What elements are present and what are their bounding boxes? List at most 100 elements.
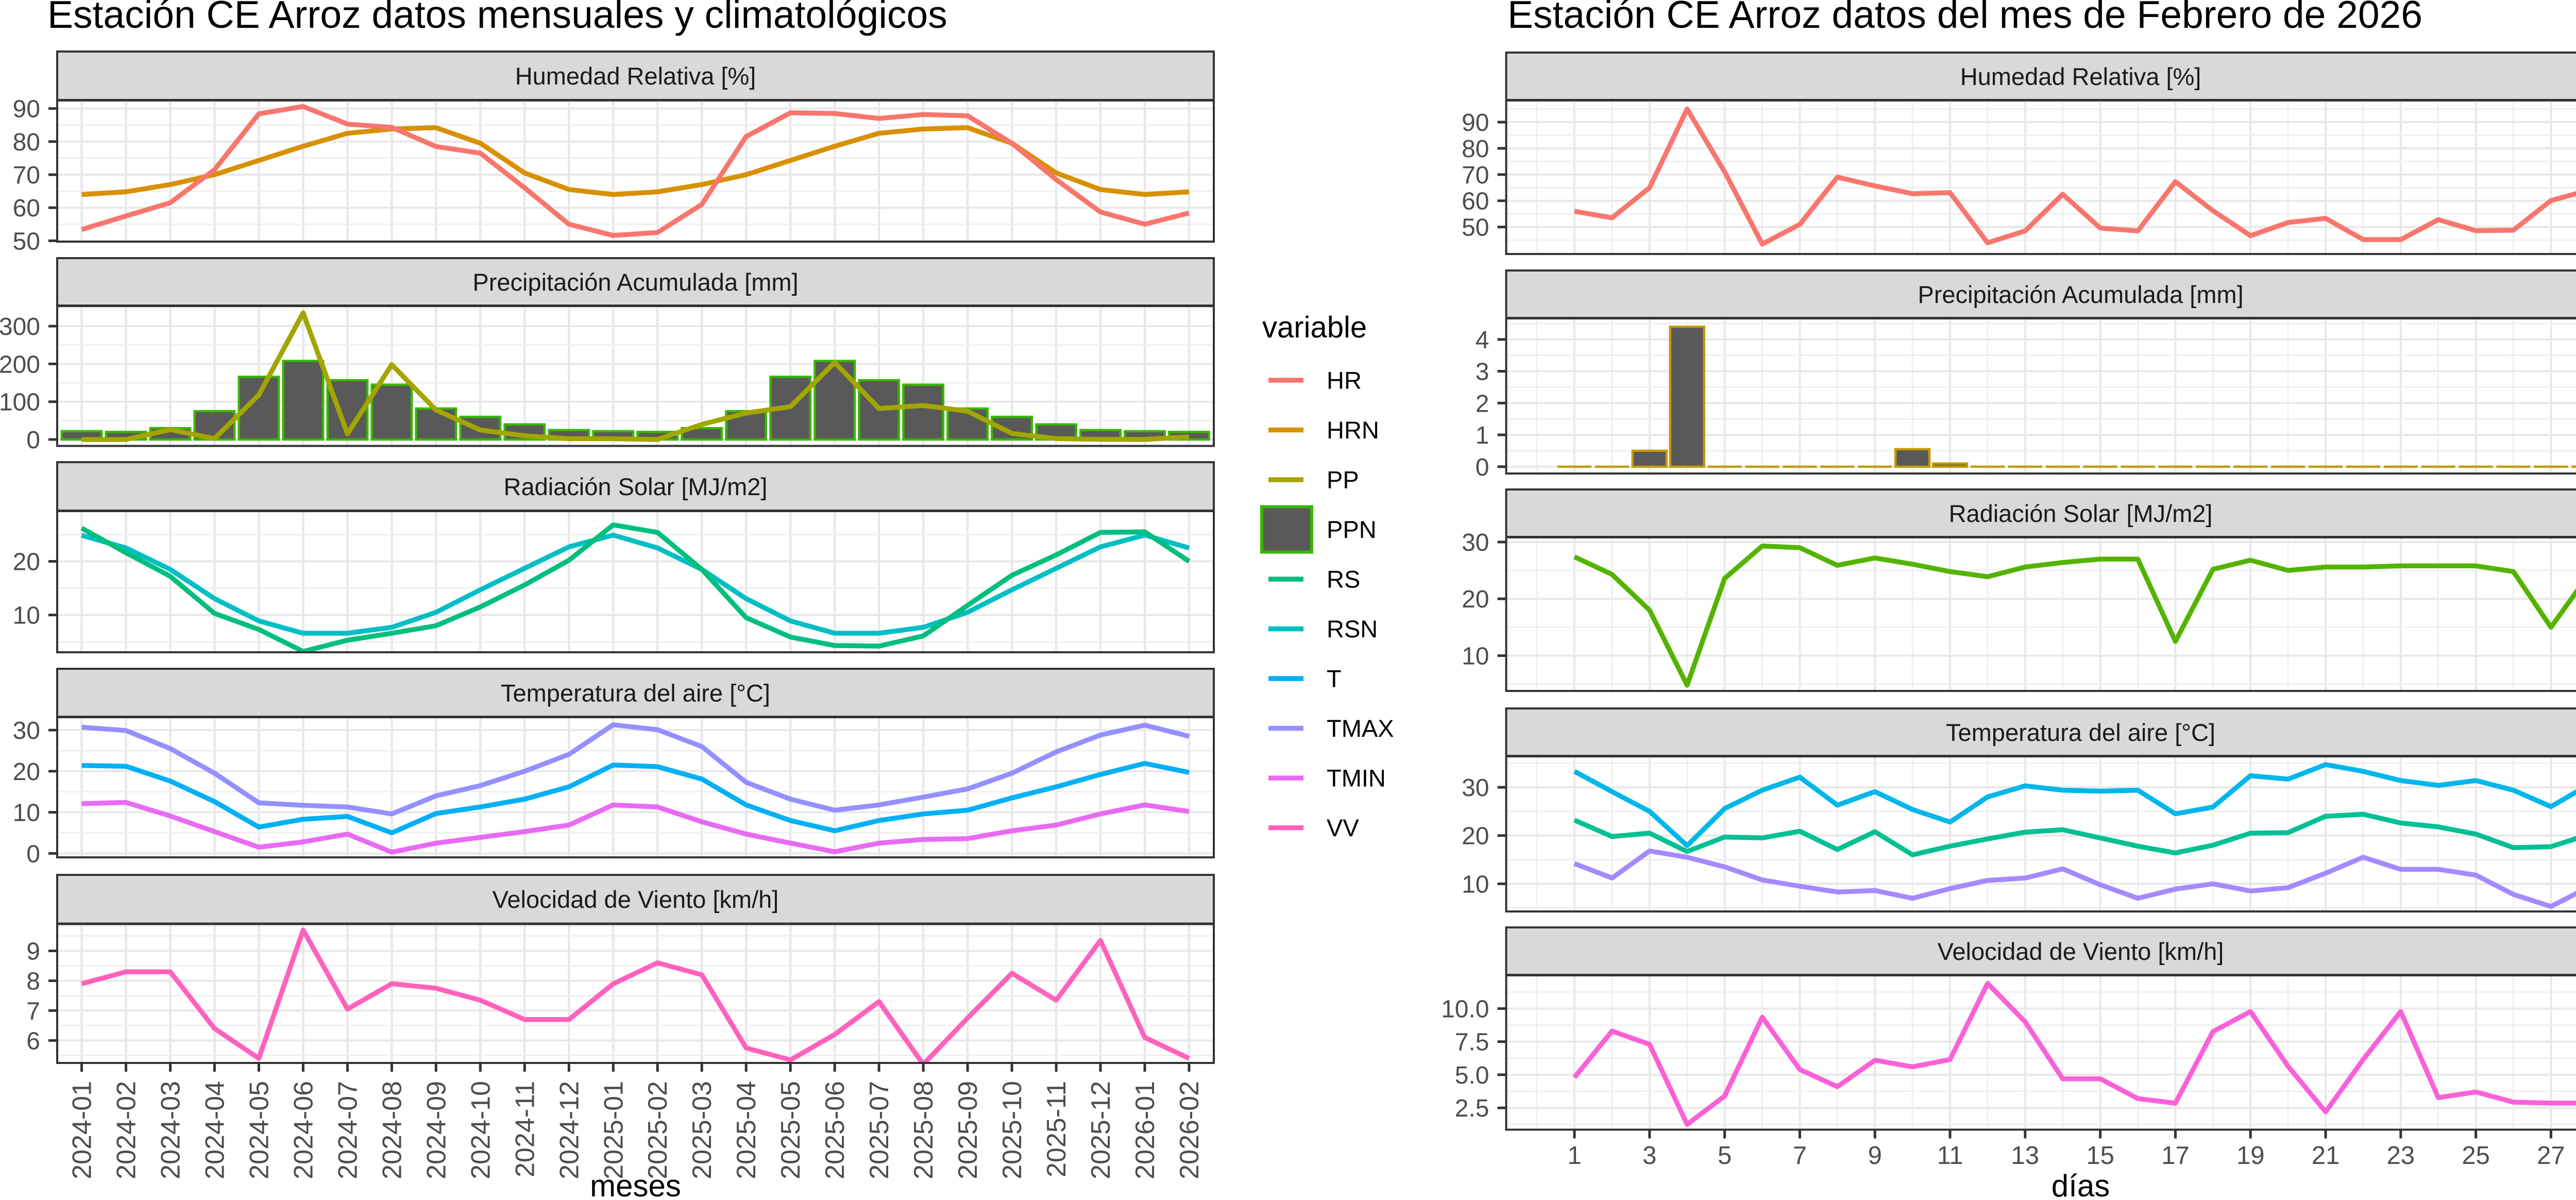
svg-text:Precipitación Acumulada [mm]: Precipitación Acumulada [mm] (472, 268, 798, 296)
svg-text:9: 9 (26, 938, 40, 966)
svg-text:Precipitación Acumulada [mm]: Precipitación Acumulada [mm] (1918, 281, 2243, 308)
svg-text:0: 0 (1476, 454, 1489, 481)
svg-text:2024-03: 2024-03 (156, 1081, 186, 1179)
svg-text:30: 30 (13, 717, 40, 745)
svg-text:2025-10: 2025-10 (997, 1081, 1027, 1179)
svg-text:2025-03: 2025-03 (687, 1081, 717, 1179)
svg-text:Radiación Solar [MJ/m2]: Radiación Solar [MJ/m2] (504, 473, 768, 500)
svg-text:3: 3 (1476, 359, 1489, 386)
svg-text:17: 17 (2161, 1142, 2190, 1170)
svg-text:80: 80 (1462, 136, 1489, 163)
svg-text:0: 0 (26, 840, 40, 868)
svg-text:20: 20 (13, 758, 40, 786)
svg-text:1: 1 (1567, 1142, 1581, 1170)
svg-text:2025-04: 2025-04 (732, 1081, 761, 1179)
svg-text:2025-09: 2025-09 (953, 1081, 983, 1179)
svg-text:2024-01: 2024-01 (67, 1081, 97, 1179)
svg-text:Humedad Relativa [%]: Humedad Relativa [%] (1960, 63, 2201, 90)
svg-text:TMAX: TMAX (1327, 715, 1394, 742)
svg-text:50: 50 (1462, 214, 1489, 242)
svg-text:19: 19 (2236, 1142, 2265, 1170)
svg-text:20: 20 (13, 549, 40, 576)
svg-text:2025-08: 2025-08 (909, 1081, 939, 1179)
svg-text:8: 8 (26, 968, 40, 995)
svg-text:Temperatura del aire [°C]: Temperatura del aire [°C] (1946, 719, 2215, 746)
svg-text:10.0: 10.0 (1441, 996, 1489, 1023)
svg-text:2025-12: 2025-12 (1086, 1081, 1116, 1179)
svg-text:Humedad Relativa [%]: Humedad Relativa [%] (515, 62, 756, 90)
svg-text:2024-06: 2024-06 (289, 1081, 318, 1179)
svg-text:variable: variable (1262, 311, 1367, 344)
svg-text:2024-04: 2024-04 (200, 1081, 230, 1179)
svg-text:2024-11: 2024-11 (510, 1081, 540, 1177)
svg-text:Velocidad de Viento [km/h]: Velocidad de Viento [km/h] (1938, 938, 2224, 965)
svg-text:2024-09: 2024-09 (421, 1081, 451, 1179)
svg-text:7: 7 (1793, 1142, 1807, 1170)
svg-text:90: 90 (1462, 109, 1489, 137)
svg-text:3: 3 (1642, 1142, 1656, 1170)
svg-text:300: 300 (0, 313, 40, 341)
svg-text:10: 10 (1462, 643, 1489, 670)
svg-text:50: 50 (13, 228, 40, 255)
svg-text:21: 21 (2312, 1142, 2340, 1170)
svg-text:9: 9 (1868, 1142, 1882, 1170)
svg-text:23: 23 (2387, 1142, 2415, 1170)
svg-text:10: 10 (13, 602, 40, 630)
svg-text:11: 11 (1937, 1142, 1963, 1170)
svg-text:VV: VV (1327, 814, 1359, 841)
svg-text:10: 10 (1462, 871, 1489, 898)
svg-text:5: 5 (1718, 1142, 1732, 1170)
svg-text:RSN: RSN (1327, 615, 1378, 643)
svg-text:T: T (1327, 665, 1342, 692)
svg-text:2026-02: 2026-02 (1175, 1081, 1205, 1179)
svg-text:0: 0 (26, 427, 40, 454)
svg-text:HRN: HRN (1327, 416, 1379, 444)
svg-text:2025-07: 2025-07 (865, 1081, 894, 1179)
svg-text:30: 30 (1462, 774, 1489, 802)
svg-text:6: 6 (26, 1027, 40, 1055)
svg-text:PPN: PPN (1327, 516, 1377, 543)
svg-text:2: 2 (1476, 390, 1489, 417)
svg-text:2024-10: 2024-10 (466, 1081, 496, 1179)
svg-text:60: 60 (1462, 188, 1489, 215)
svg-text:60: 60 (13, 195, 40, 222)
svg-text:2024-08: 2024-08 (377, 1081, 407, 1179)
svg-text:10: 10 (13, 800, 40, 827)
svg-text:30: 30 (1462, 529, 1489, 556)
svg-text:1: 1 (1476, 422, 1489, 449)
svg-text:2025-05: 2025-05 (776, 1081, 806, 1179)
svg-text:90: 90 (13, 96, 40, 123)
svg-text:RS: RS (1327, 566, 1360, 593)
svg-text:Estación CE Arroz datos del me: Estación CE Arroz datos del mes de Febre… (1507, 0, 2422, 36)
svg-text:70: 70 (13, 162, 40, 189)
svg-text:20: 20 (1462, 823, 1489, 850)
svg-text:2026-01: 2026-01 (1130, 1081, 1160, 1179)
svg-text:2024-12: 2024-12 (554, 1081, 584, 1179)
svg-text:días: días (2052, 1169, 2110, 1200)
svg-text:TMIN: TMIN (1327, 765, 1386, 792)
svg-text:80: 80 (13, 129, 40, 156)
svg-text:4: 4 (1476, 327, 1489, 354)
svg-text:2025-01: 2025-01 (599, 1081, 629, 1179)
svg-text:2024-07: 2024-07 (333, 1081, 363, 1179)
svg-text:7: 7 (26, 998, 40, 1025)
svg-text:2025-11: 2025-11 (1042, 1081, 1072, 1177)
svg-text:Estación CE Arroz datos mensua: Estación CE Arroz datos mensuales y clim… (47, 0, 947, 36)
svg-text:PP: PP (1327, 466, 1359, 494)
svg-text:15: 15 (2086, 1142, 2114, 1170)
svg-text:Velocidad de Viento [km/h]: Velocidad de Viento [km/h] (493, 886, 779, 913)
svg-text:2025-02: 2025-02 (643, 1081, 673, 1179)
svg-text:2025-06: 2025-06 (820, 1081, 850, 1179)
svg-text:200: 200 (0, 351, 40, 378)
svg-text:27: 27 (2537, 1142, 2565, 1170)
svg-text:70: 70 (1462, 162, 1489, 189)
svg-text:7.5: 7.5 (1455, 1029, 1489, 1056)
svg-text:2.5: 2.5 (1455, 1095, 1489, 1122)
svg-text:13: 13 (2011, 1142, 2040, 1170)
svg-text:Temperatura del aire [°C]: Temperatura del aire [°C] (501, 680, 770, 707)
svg-text:HR: HR (1327, 367, 1362, 394)
svg-text:100: 100 (0, 389, 40, 416)
svg-text:2024-02: 2024-02 (112, 1081, 142, 1179)
svg-text:5.0: 5.0 (1455, 1062, 1489, 1089)
svg-text:20: 20 (1462, 586, 1489, 613)
